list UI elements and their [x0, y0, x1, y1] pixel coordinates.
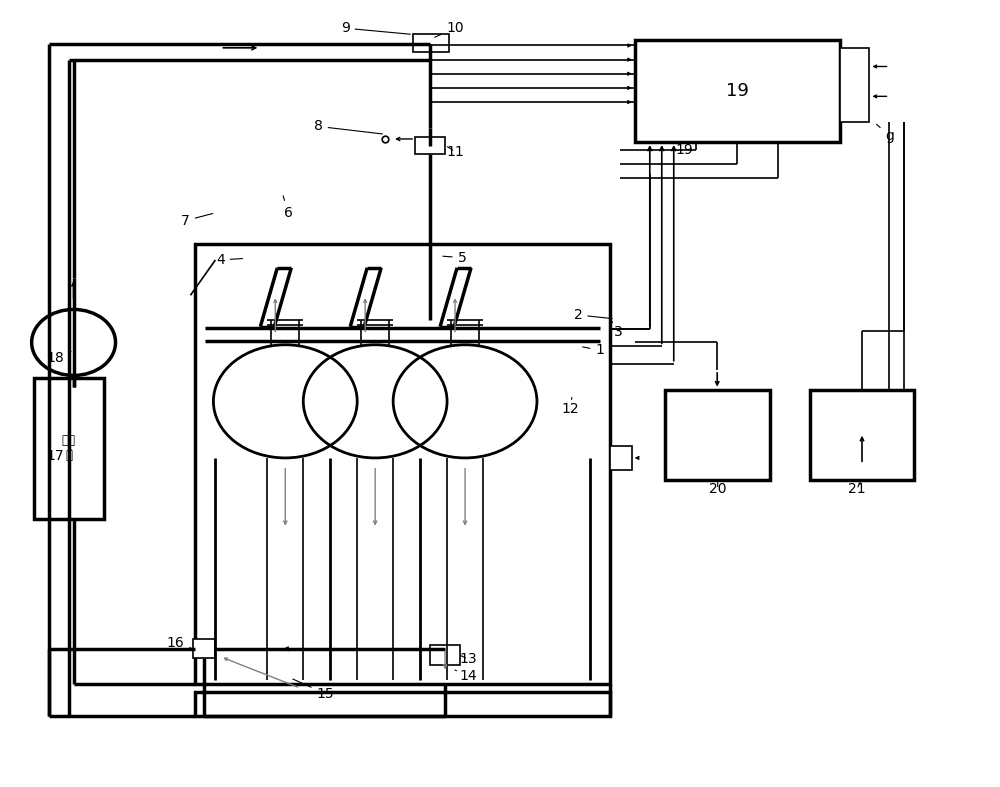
Text: 10: 10	[435, 21, 464, 37]
Text: 19: 19	[676, 142, 700, 157]
Text: 15: 15	[293, 679, 334, 700]
Bar	[430, 645, 460, 664]
Text: 19: 19	[726, 82, 749, 100]
Bar	[193, 638, 215, 658]
Text: 5: 5	[443, 250, 466, 264]
Text: 3: 3	[612, 321, 622, 339]
Text: 17: 17	[47, 449, 71, 464]
Text: 21: 21	[848, 482, 865, 497]
Bar	[195, 692, 610, 715]
Bar	[195, 244, 610, 684]
Text: 16: 16	[167, 636, 191, 649]
Bar	[665, 390, 770, 480]
Text: 2: 2	[574, 308, 612, 322]
Text: g: g	[877, 124, 894, 142]
Bar	[635, 40, 840, 142]
Text: 9: 9	[341, 21, 410, 35]
Text: 8: 8	[314, 120, 382, 134]
Bar	[810, 390, 914, 480]
Text: 20: 20	[709, 482, 726, 497]
Text: 6: 6	[283, 196, 293, 220]
Text: 7: 7	[181, 213, 213, 227]
Text: 12: 12	[561, 397, 579, 416]
Text: 11: 11	[446, 145, 464, 158]
Bar	[415, 137, 445, 154]
Bar	[34, 378, 104, 519]
Text: 1: 1	[583, 343, 604, 357]
Text: 13: 13	[459, 652, 477, 666]
Text: 14: 14	[455, 669, 477, 683]
Bar	[413, 35, 449, 52]
Bar	[840, 48, 869, 123]
Text: 4: 4	[216, 253, 243, 267]
Bar	[610, 446, 632, 470]
Text: 中冷
器: 中冷 器	[62, 434, 76, 463]
Text: 18: 18	[47, 351, 71, 365]
